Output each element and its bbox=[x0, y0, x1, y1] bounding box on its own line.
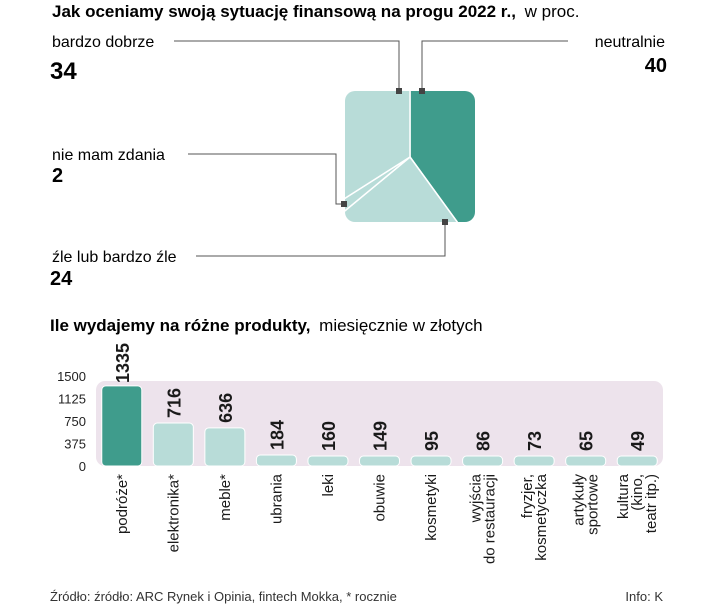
leader-line-bardzo-dobrze bbox=[174, 40, 400, 91]
pie-subtitle: w proc. bbox=[524, 2, 580, 21]
category-label: kosmetyczka bbox=[533, 473, 550, 560]
bar-value-label: 73 bbox=[525, 431, 545, 451]
y-tick-label: 375 bbox=[64, 437, 86, 452]
category-label: elektronika* bbox=[165, 474, 182, 553]
bar-value-label: 86 bbox=[474, 431, 494, 451]
category-label: do restauracji bbox=[482, 474, 499, 564]
bar bbox=[359, 455, 400, 467]
bar-value-label: 65 bbox=[577, 431, 597, 451]
category-label: obuwie bbox=[372, 474, 389, 522]
info-credit: Info: K bbox=[625, 589, 663, 604]
bar bbox=[152, 422, 194, 467]
leader-lines bbox=[174, 40, 568, 257]
category-label: artykuły bbox=[571, 474, 588, 526]
bar bbox=[462, 455, 504, 467]
bar-value-label: 1335 bbox=[113, 343, 133, 383]
label-value: 24 bbox=[50, 268, 73, 290]
bar bbox=[616, 455, 658, 467]
bar bbox=[101, 385, 143, 467]
bar-value-label: 149 bbox=[371, 421, 391, 451]
bar-chart: 0 375 750 1125 1500 1335 podróże* 716 elektronik… bbox=[57, 343, 663, 564]
bar bbox=[565, 455, 607, 467]
category-label: fryzjer, bbox=[519, 474, 536, 518]
y-tick-label: 1500 bbox=[57, 369, 86, 384]
category-label: leki bbox=[320, 474, 337, 497]
pie-label-neutralnie: neutralnie 40 bbox=[595, 34, 667, 77]
bar bbox=[204, 427, 246, 467]
pie-label-nie-mam-zdania: nie mam zdania 2 bbox=[52, 147, 165, 187]
pie-slice-1 bbox=[409, 91, 475, 222]
leader-markers bbox=[341, 88, 448, 225]
bar-title-group: Ile wydajemy na różne produkty, miesięcz… bbox=[50, 316, 483, 335]
marker-square bbox=[419, 88, 425, 94]
marker-square bbox=[442, 219, 448, 225]
category-label: teatr itp.) bbox=[643, 474, 660, 533]
category-label: meble* bbox=[217, 474, 234, 521]
bar-value-label: 49 bbox=[628, 431, 648, 451]
leader-line-neutralnie bbox=[421, 40, 568, 91]
bar bbox=[513, 455, 555, 467]
pie-label-zle: źle lub bardzo źle 24 bbox=[50, 249, 177, 290]
label-value: 40 bbox=[645, 55, 667, 77]
label-name: źle lub bardzo źle bbox=[52, 249, 177, 266]
bar bbox=[255, 454, 297, 467]
source-note: Źródło: źródło: ARC Rynek i Opinia, fint… bbox=[50, 589, 397, 604]
bar-value-label: 716 bbox=[164, 388, 184, 418]
leader-line-nie-mam-zdania bbox=[188, 153, 344, 205]
bar-value-label: 184 bbox=[267, 420, 287, 450]
pie-slice-3 bbox=[345, 156, 411, 222]
marker-square bbox=[396, 88, 402, 94]
bar bbox=[410, 455, 452, 467]
category-label: sportowe bbox=[585, 474, 602, 535]
leader-line-zle bbox=[196, 222, 446, 257]
category-label: kosmetyki bbox=[423, 474, 440, 541]
label-value: 34 bbox=[50, 58, 77, 85]
pie-title: Jak oceniamy swoją sytuację finansową na… bbox=[52, 2, 516, 21]
category-label: (kino, bbox=[629, 474, 646, 511]
y-tick-label: 750 bbox=[64, 414, 86, 429]
label-name: nie mam zdania bbox=[52, 147, 165, 164]
category-label: podróże* bbox=[114, 474, 131, 534]
pie-slice-4 bbox=[345, 91, 411, 222]
bar-value-label: 160 bbox=[319, 421, 339, 451]
label-name: neutralnie bbox=[595, 34, 665, 51]
category-label: wyjścia bbox=[468, 473, 485, 523]
label-name: bardzo dobrze bbox=[52, 34, 154, 51]
marker-square bbox=[341, 201, 347, 207]
bar bbox=[307, 455, 349, 467]
category-label: kultura bbox=[615, 473, 632, 519]
bar-title: Ile wydajemy na różne produkty, bbox=[50, 316, 310, 335]
category-label: ubrania bbox=[268, 473, 285, 524]
pie-label-bardzo-dobrze: bardzo dobrze 34 bbox=[50, 34, 154, 85]
y-tick-label: 1125 bbox=[58, 392, 86, 407]
bar-value-label: 95 bbox=[422, 431, 442, 451]
y-tick-label: 0 bbox=[79, 459, 86, 474]
label-value: 2 bbox=[52, 165, 63, 187]
pie-chart bbox=[345, 91, 475, 222]
bar-subtitle: miesięcznie w złotych bbox=[319, 316, 482, 335]
pie-title-group: Jak oceniamy swoją sytuację finansową na… bbox=[52, 2, 579, 21]
bar-value-label: 636 bbox=[216, 393, 236, 423]
